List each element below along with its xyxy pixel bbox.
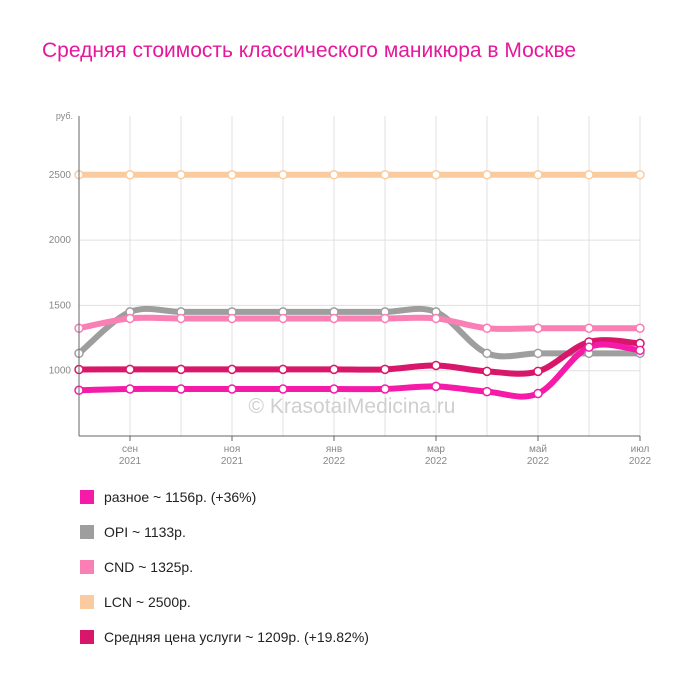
legend-item: LCN ~ 2500р. (80, 589, 369, 615)
axes: 1000150020002500руб.сен2021ноя2021янв202… (49, 111, 652, 467)
series-0-point (278, 170, 288, 180)
series-4-point (278, 384, 288, 394)
watermark: © KrasotaiMedicina.ru (249, 395, 456, 418)
legend-item: CND ~ 1325р. (80, 554, 369, 580)
series-4-point (482, 386, 492, 397)
series-2-point (431, 313, 441, 324)
y-tick-label: 1500 (49, 300, 72, 311)
series-points (74, 170, 645, 399)
series-2-point (380, 313, 390, 324)
series-3-point (125, 364, 135, 375)
series-4-point (329, 384, 339, 394)
series-0-point (380, 170, 390, 180)
series-2-point (482, 323, 492, 333)
series-0-point (482, 170, 492, 180)
series-3-point (278, 364, 288, 375)
legend-item: OPI ~ 1133р. (80, 519, 369, 545)
series-3-point (176, 364, 186, 375)
series-0-point (329, 170, 339, 180)
legend-swatch (80, 560, 94, 574)
legend-swatch (80, 490, 94, 504)
series-2-point (227, 313, 237, 324)
series-3-point (380, 364, 390, 375)
price-line-chart: © KrasotaiMedicina.ru 1000 1500 2000 2500 ру… (49, 111, 652, 467)
legend: разное ~ 1156р. (+36%) OPI ~ 1133р. CND ~ … (80, 484, 369, 659)
x-tick-label-year: 2022 (323, 456, 346, 467)
series-2-point (635, 323, 645, 333)
legend-label: Средняя цена услуги ~ 1209р. (+19.82%) (104, 629, 369, 645)
series-2-point (329, 313, 339, 324)
x-tick-label-month: сен (122, 444, 138, 455)
series-3-point (482, 366, 492, 377)
series-3-point (533, 366, 543, 377)
series-4-point (125, 384, 135, 394)
legend-label: OPI ~ 1133р. (104, 524, 186, 540)
x-tick-label-month: янв (326, 444, 342, 455)
series-3-line (76, 337, 643, 377)
series-2-line (76, 314, 643, 332)
x-tick-label-year: 2022 (527, 456, 550, 467)
y-tick-label: 1000 (49, 366, 72, 377)
x-tick-label-year: 2022 (629, 456, 652, 467)
series-0-point (635, 170, 645, 180)
x-tick-label-year: 2021 (221, 456, 244, 467)
legend-swatch (80, 525, 94, 539)
series-0-point (176, 170, 186, 180)
series-4-point (533, 388, 543, 399)
series-lines (76, 171, 643, 400)
x-tick-label-month: ноя (224, 444, 241, 455)
series-3-point (227, 364, 237, 375)
series-0-point (227, 170, 237, 180)
x-tick-label-month: июл (631, 444, 650, 455)
series-4-point (431, 381, 441, 392)
y-tick-label: 2000 (49, 235, 72, 246)
legend-label: разное ~ 1156р. (+36%) (104, 489, 257, 505)
y-tick-label: 2500 (49, 170, 72, 181)
series-4-point (176, 384, 186, 394)
series-1-point (533, 348, 543, 359)
x-tick-label-year: 2022 (425, 456, 448, 467)
legend-label: LCN ~ 2500р. (104, 594, 191, 610)
legend-swatch (80, 630, 94, 644)
series-4-point (380, 384, 390, 394)
series-0-point (431, 170, 441, 180)
x-tick-label-month: мар (427, 444, 445, 455)
x-tick-label-month: май (529, 444, 547, 455)
y-axis-unit: руб. (56, 111, 73, 121)
series-0-point (125, 170, 135, 180)
series-1-point (482, 348, 492, 359)
series-2-point (533, 323, 543, 333)
legend-label: CND ~ 1325р. (104, 559, 194, 575)
series-2-point (176, 313, 186, 324)
series-2-point (278, 313, 288, 324)
chart-title: Средняя стоимость классического маникюра… (42, 39, 577, 62)
x-tick-label-year: 2021 (119, 456, 142, 467)
legend-swatch (80, 595, 94, 609)
series-2-point (125, 313, 135, 324)
series-4-point (227, 384, 237, 394)
series-0-point (533, 170, 543, 180)
series-0-point (584, 170, 594, 180)
series-4-point (635, 345, 645, 356)
series-2-point (584, 323, 594, 333)
legend-item: разное ~ 1156р. (+36%) (80, 484, 369, 510)
series-4-point (584, 342, 594, 352)
series-3-point (431, 360, 441, 371)
series-3-point (329, 364, 339, 375)
legend-item: Средняя цена услуги ~ 1209р. (+19.82%) (80, 624, 369, 650)
